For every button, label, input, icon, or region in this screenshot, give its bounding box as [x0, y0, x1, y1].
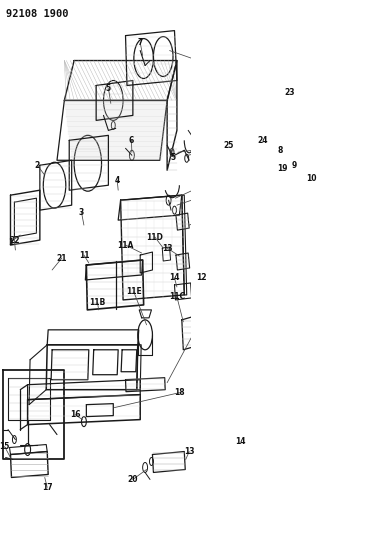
Text: 20: 20 [128, 475, 138, 484]
Text: 3: 3 [79, 208, 84, 216]
Text: 5: 5 [171, 153, 176, 162]
Text: 6: 6 [129, 136, 134, 145]
Text: 16: 16 [70, 410, 80, 419]
Text: 18: 18 [174, 388, 185, 397]
Text: 7: 7 [137, 38, 143, 47]
Text: 10: 10 [306, 174, 317, 183]
Text: 4: 4 [114, 176, 120, 185]
Text: 11E: 11E [126, 287, 142, 296]
Text: 11: 11 [79, 251, 89, 260]
Text: 9: 9 [292, 161, 297, 170]
Text: 19: 19 [277, 164, 288, 173]
Text: 13: 13 [162, 244, 172, 253]
Text: 11B: 11B [90, 298, 106, 308]
Text: 15: 15 [0, 442, 10, 451]
Text: 11A: 11A [117, 240, 134, 249]
Text: 92108 1900: 92108 1900 [5, 9, 68, 19]
Text: 11C: 11C [169, 293, 185, 302]
Text: 13: 13 [184, 447, 194, 456]
Text: 5: 5 [106, 84, 111, 93]
Text: 24: 24 [257, 136, 268, 145]
Text: 22: 22 [9, 236, 20, 245]
Text: 17: 17 [42, 483, 52, 492]
Text: 2: 2 [35, 161, 40, 170]
Text: 12: 12 [196, 273, 207, 282]
Text: 21: 21 [57, 254, 67, 263]
Text: 14: 14 [169, 273, 180, 282]
Text: 25: 25 [223, 141, 234, 150]
Text: 11D: 11D [146, 232, 163, 241]
Text: 8: 8 [277, 146, 282, 155]
Text: 14: 14 [235, 437, 246, 446]
Text: 1: 1 [8, 238, 13, 247]
Text: 23: 23 [284, 88, 295, 97]
